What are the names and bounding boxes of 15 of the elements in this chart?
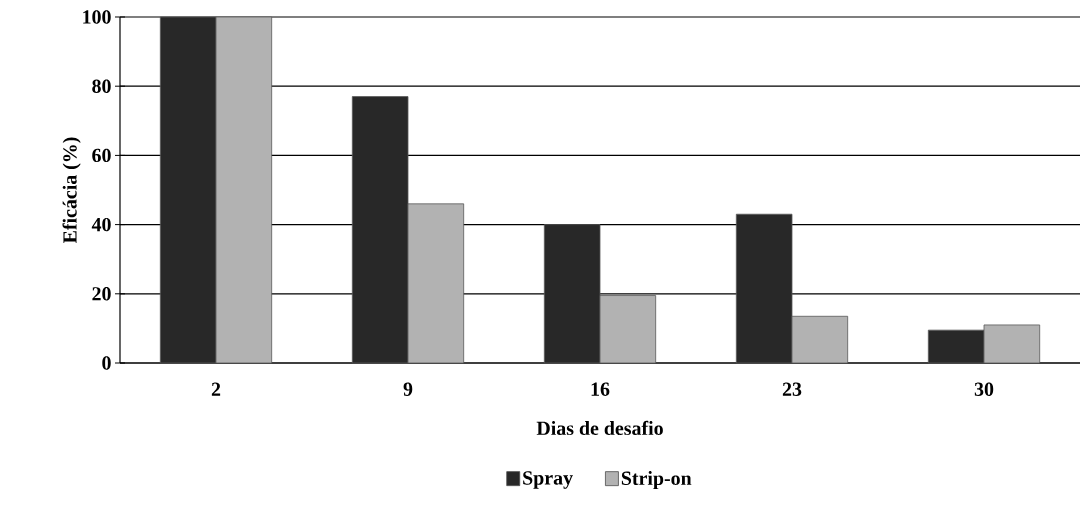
x-axis-title: Dias de desafio xyxy=(536,420,663,436)
y-tick-label: 0 xyxy=(102,356,111,370)
y-tick-label: 60 xyxy=(92,148,111,163)
y-tick-label: 20 xyxy=(92,287,111,301)
legend-label: Spray xyxy=(523,471,573,489)
x-tick-label: 2 xyxy=(211,382,221,396)
legend-label: Strip-on xyxy=(621,470,692,490)
x-tick-label: 30 xyxy=(974,382,994,396)
y-tick-label: 100 xyxy=(83,10,111,24)
x-tick-label: 23 xyxy=(782,382,802,396)
x-tick-label: 16 xyxy=(591,382,610,396)
y-tick-label: 40 xyxy=(91,217,111,232)
y-axis-title: Eficácia (%) xyxy=(62,137,81,244)
x-tick-label: 9 xyxy=(403,382,413,396)
y-tick-label: 80 xyxy=(92,79,111,93)
